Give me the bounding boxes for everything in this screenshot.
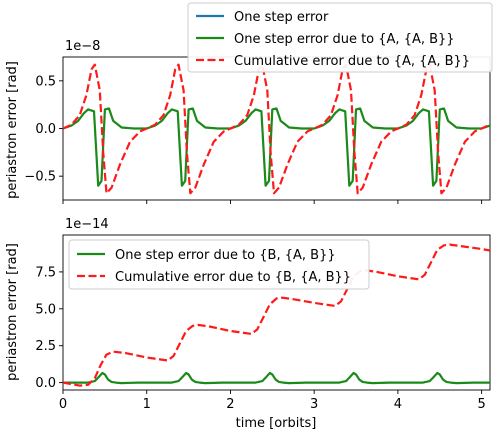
x-tick-label: 0 bbox=[59, 397, 67, 412]
x-tick-label: 4 bbox=[394, 397, 402, 412]
top-y-ticks: −0.5 0.0 0.5 bbox=[24, 74, 63, 185]
top-x-ticks bbox=[62, 200, 483, 204]
x-tick-label: 2 bbox=[226, 397, 234, 412]
bottom-legend-label: Cumulative error due to {B, {A, B}} bbox=[115, 270, 351, 285]
top-legend-label: One step error bbox=[234, 10, 329, 25]
bottom-x-ticks: 0 1 2 3 4 5 bbox=[59, 390, 486, 412]
top-y-tick-label: 0.0 bbox=[35, 122, 56, 137]
top-panel: 1e−8 periastron error [rad] −0.5 0.0 0.5 bbox=[5, 39, 491, 204]
top-series-2-line bbox=[62, 63, 491, 195]
bottom-series-lines bbox=[62, 243, 491, 387]
x-tick-label: 3 bbox=[310, 397, 318, 412]
x-axis-label: time [orbits] bbox=[236, 416, 317, 431]
bottom-legend-box bbox=[68, 239, 370, 290]
top-series-lines bbox=[62, 63, 491, 195]
top-legend-box bbox=[187, 2, 493, 73]
x-tick-label: 1 bbox=[143, 397, 151, 412]
top-scale-label: 1e−8 bbox=[65, 39, 100, 54]
bottom-y-tick-label: 0.0 bbox=[35, 376, 56, 391]
top-legend-label: One step error due to {A, {A, B}} bbox=[234, 32, 455, 47]
top-legend-label: Cumulative error due to {A, {A, B}} bbox=[234, 54, 470, 69]
bottom-y-tick-label: 5.0 bbox=[35, 302, 56, 317]
bottom-y-axis-label: periastron error [rad] bbox=[5, 243, 20, 381]
top-series-1-line bbox=[62, 107, 491, 187]
bottom-legend: One step error due to {B, {A, B}} Cumulat… bbox=[68, 239, 370, 290]
bottom-y-ticks: 0.0 2.5 5.0 7.5 bbox=[35, 265, 63, 391]
bottom-legend-label: One step error due to {B, {A, B}} bbox=[115, 248, 336, 263]
bottom-y-tick-label: 7.5 bbox=[35, 265, 56, 280]
bottom-y-tick-label: 2.5 bbox=[35, 339, 56, 354]
x-tick-label: 5 bbox=[477, 397, 485, 412]
bottom-scale-label: 1e−14 bbox=[65, 217, 109, 232]
bottom-panel: 1e−14 periastron error [rad] time [orbit… bbox=[5, 217, 491, 431]
top-y-tick-label: −0.5 bbox=[24, 170, 56, 185]
bottom-axes-frame bbox=[62, 234, 491, 391]
top-y-axis-label: periastron error [rad] bbox=[5, 61, 20, 199]
top-y-tick-label: 0.5 bbox=[35, 74, 56, 89]
bottom-series-0-line bbox=[63, 371, 490, 385]
bottom-series-1-line bbox=[62, 243, 491, 387]
top-legend: One step error One step error due to {A, … bbox=[187, 2, 493, 73]
